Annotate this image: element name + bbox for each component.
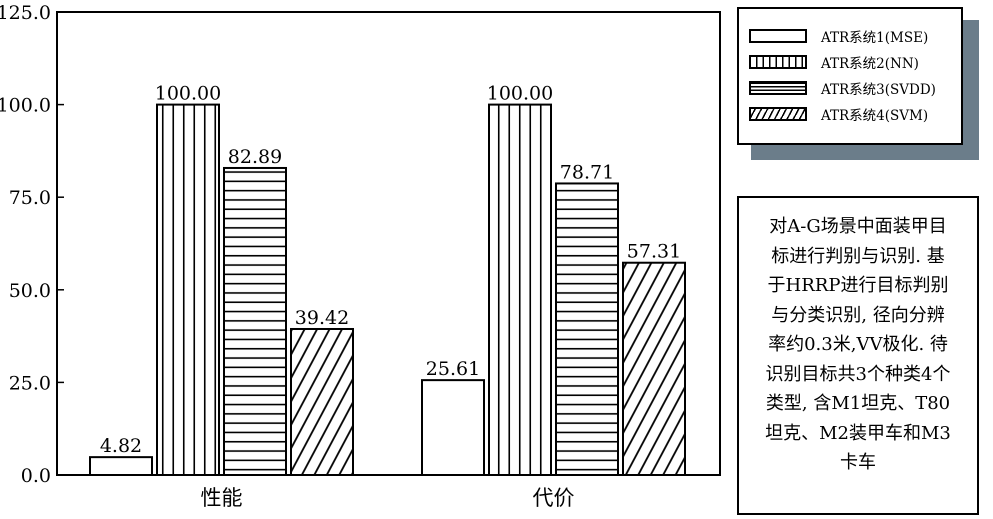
legend-swatch <box>749 29 807 43</box>
y-tick-label: 25.0 <box>9 372 51 394</box>
chart-legend: ATR系统1(MSE) ATR系统2(NN) ATR系统3(SVDD) ATR系统4(… <box>737 7 963 145</box>
bar-chart: 0.0 25.0 50.0 75.0 100.0 125.0 性能 代价 4.82 100.00… <box>0 2 721 510</box>
y-tick-label: 100.0 <box>0 95 51 117</box>
legend-label: ATR系统3(SVDD) <box>821 82 936 98</box>
legend-swatch <box>749 107 807 121</box>
legend-label: ATR系统1(MSE) <box>821 30 929 46</box>
x-category-label: 性能 <box>201 486 243 510</box>
y-tick-label: 50.0 <box>9 280 51 302</box>
bar <box>156 103 220 476</box>
bar-value-label: 100.00 <box>487 83 553 105</box>
bar-value-label: 100.00 <box>155 83 221 105</box>
bar <box>488 103 552 476</box>
note-line: 标进行判别与识别. 基 <box>771 245 945 267</box>
y-tick-label: 75.0 <box>9 187 51 209</box>
bar <box>290 327 354 476</box>
bar-value-label: 39.42 <box>295 307 349 329</box>
note-line: 与分类识别, 径向分辨 <box>771 304 945 326</box>
legend-label: ATR系统4(SVM) <box>821 108 929 124</box>
note-line: 于HRRP进行目标判别 <box>767 275 949 296</box>
bar <box>622 261 686 476</box>
bar <box>555 182 619 476</box>
note-line: 卡车 <box>840 452 876 473</box>
bar-value-label: 57.31 <box>627 241 681 263</box>
note-line: 识别目标共3个种类4个 <box>765 363 951 385</box>
bar <box>223 166 287 476</box>
bar-value-label: 78.71 <box>560 161 614 183</box>
note-line: 坦克、M2装甲车和M3 <box>765 422 951 444</box>
legend-item: ATR系统3(SVDD) <box>749 79 936 98</box>
description-note: 对A-G场景中面装甲目 标进行判别与识别. 基于HRRP进行目标判别 与分类识别, … <box>737 196 979 515</box>
bar <box>421 379 485 477</box>
bar <box>89 456 153 477</box>
note-line: 类型, 含M1坦克、T80 <box>765 393 951 414</box>
legend-swatch <box>749 81 807 95</box>
note-line: 对A-G场景中面装甲目 <box>769 216 947 237</box>
bar-value-label: 82.89 <box>228 146 282 168</box>
legend-swatch <box>749 55 807 69</box>
legend-label: ATR系统2(NN) <box>821 56 919 72</box>
legend-item: ATR系统4(SVM) <box>749 105 929 124</box>
bar-value-label: 4.82 <box>100 435 142 457</box>
legend-item: ATR系统2(NN) <box>749 53 919 72</box>
legend-item: ATR系统1(MSE) <box>749 27 929 46</box>
y-tick-label: 0.0 <box>21 465 51 487</box>
plot-frame <box>56 11 721 476</box>
bar-value-label: 25.61 <box>426 358 480 380</box>
note-line: 率约0.3米,VV极化. 待 <box>768 334 948 355</box>
x-category-label: 代价 <box>533 486 575 510</box>
y-tick-label: 125.0 <box>0 2 51 24</box>
